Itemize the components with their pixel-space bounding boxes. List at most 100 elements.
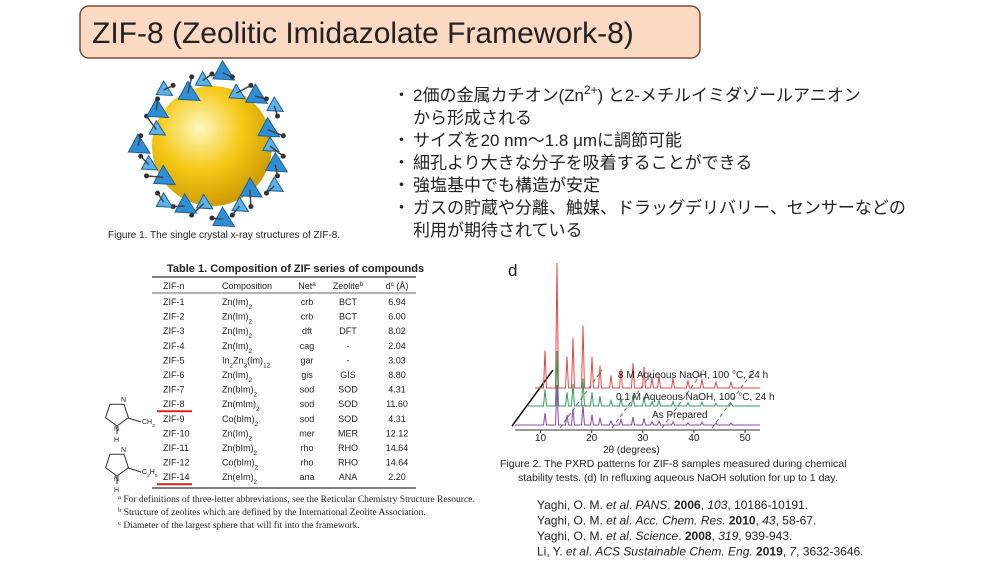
- atom: [138, 153, 144, 159]
- reference: Yaghi, O. M. et al. Acc. Chem. Res. 2010…: [537, 514, 816, 528]
- xrd-trace: [515, 384, 760, 426]
- table-cell: BCT: [339, 312, 358, 322]
- title-box: [79, 5, 701, 59]
- molecule-label: CH3: [142, 419, 155, 429]
- text-segment: H: [150, 469, 155, 476]
- table-cell: 11.60: [386, 399, 408, 409]
- text-segment: ガスの貯蔵や分離、触媒、ドラッグデリバリー、センサーなどの: [413, 198, 906, 218]
- text-segment: ) と2-メチルイミダゾールアニオン: [598, 86, 861, 105]
- atom: [189, 212, 195, 218]
- trace-label: 8 M Aqueous NaOH, 100 °C, 24 h: [618, 370, 768, 381]
- tetrahedron: [194, 70, 213, 87]
- guide-dash: [559, 369, 603, 429]
- table-cell: Zn(bIm)2: [222, 443, 258, 457]
- text-segment: Co(bIm): [222, 414, 255, 424]
- table-cell: Zn(Im)2: [222, 297, 253, 311]
- table-cell: sod: [300, 414, 315, 424]
- text-segment: Yaghi, O. M.: [537, 514, 606, 528]
- text-segment: N: [114, 426, 119, 433]
- table-cell: 2.04: [388, 341, 406, 351]
- text-segment: Diameter of the largest sphere that will…: [121, 520, 360, 531]
- text-segment: , 58-67.: [776, 514, 817, 528]
- tetrahedron: [140, 154, 159, 171]
- table-cell: ZIF-9: [163, 414, 185, 424]
- tetrahedron: [266, 176, 285, 192]
- text-segment: Science: [636, 529, 679, 543]
- molecule-bond: [127, 417, 142, 423]
- table-cell: ZIF-14: [163, 472, 190, 482]
- text-segment: 3: [244, 362, 248, 369]
- guide-dash: [661, 369, 705, 429]
- text-segment: b: [118, 507, 122, 514]
- bullet-text: 2価の金属カチオン(Zn2+) と2-メチルイミダゾールアニオン: [413, 83, 861, 105]
- text-segment: 2019: [756, 545, 783, 559]
- text-segment: , 3632-3646.: [796, 545, 863, 559]
- table-cell: Co(bIm)2: [222, 458, 259, 472]
- table-footnote: a For definitions of three-letter abbrev…: [118, 494, 475, 506]
- molecule-label: N: [121, 397, 126, 404]
- table-cell: Zn(Im)2: [222, 312, 253, 326]
- reference: Yaghi, O. M. et al. Science. 2008, 319, …: [537, 529, 792, 543]
- tetrahedron: [152, 164, 177, 186]
- text-segment: c: [391, 281, 394, 288]
- table-cell: BCT: [339, 297, 358, 307]
- text-segment: For definitions of three-letter abbrevia…: [121, 494, 475, 505]
- table-cell: Co(bIm)2: [222, 414, 259, 428]
- atom: [155, 190, 161, 196]
- table-header: Composition: [222, 281, 272, 291]
- x-axis-label: 2θ (degrees): [603, 445, 660, 456]
- table-cell: gar: [300, 355, 313, 365]
- table-header: dc (Å): [386, 281, 409, 292]
- table-cell: Zn(bIm)2: [222, 385, 258, 399]
- table-cell: ana: [299, 472, 314, 482]
- text-segment: Composition: [222, 281, 272, 291]
- bond: [146, 175, 164, 179]
- table-title: Table 1. Composition of ZIF series of co…: [167, 263, 424, 275]
- atom: [248, 204, 254, 210]
- bond: [267, 128, 284, 137]
- text-segment: d: [386, 281, 391, 291]
- bullet-marker: ・: [393, 199, 410, 218]
- text-segment: (Å): [394, 281, 409, 291]
- table-cell: 3.03: [388, 355, 406, 365]
- text-segment: et al: [606, 514, 629, 528]
- x-tick-label: 20: [586, 433, 598, 444]
- text-segment: et al: [606, 498, 629, 512]
- text-segment: 5: [155, 473, 158, 479]
- bond: [187, 76, 193, 94]
- text-segment: .: [678, 529, 685, 543]
- table-cell: ZIF-5: [163, 355, 185, 365]
- molecule-ring: [104, 453, 130, 477]
- table-cell: cag: [300, 341, 315, 351]
- table-cell: ZIF-6: [163, 370, 185, 380]
- bond: [269, 145, 284, 157]
- table-cell: gis: [301, 370, 313, 380]
- text-segment: ZIF-n: [163, 281, 185, 291]
- atom: [155, 96, 161, 102]
- table-cell: RHO: [338, 458, 358, 468]
- text-segment: .: [629, 529, 636, 543]
- tetrahedron: [195, 193, 214, 210]
- text-segment: C: [142, 469, 147, 476]
- atom: [280, 133, 286, 139]
- molecule-label: N: [114, 476, 119, 483]
- table-cell: ZIF-12: [163, 458, 190, 468]
- pxrd-figure: [511, 369, 554, 427]
- table-cell: crb: [301, 297, 314, 307]
- table-cell: sod: [300, 385, 315, 395]
- text-segment: Zn(bIm): [222, 443, 254, 453]
- atom: [248, 82, 254, 88]
- table-footnote: b Structure of zeolites which are define…: [118, 507, 426, 519]
- text-segment: 2+: [584, 83, 598, 97]
- table-cell: rho: [300, 443, 313, 453]
- text-segment: Net: [298, 281, 313, 291]
- text-segment: et al: [566, 545, 589, 559]
- figure2-caption: stability tests. (d) In refluxing aqueou…: [518, 472, 838, 484]
- text-segment: 3: [152, 423, 155, 429]
- tetrahedron: [155, 80, 174, 97]
- text-segment: 2: [255, 420, 259, 427]
- text-segment: Li, Y.: [537, 545, 566, 559]
- table-cell: MER: [338, 428, 359, 438]
- bullet-text: 利用が期待されている: [413, 221, 583, 240]
